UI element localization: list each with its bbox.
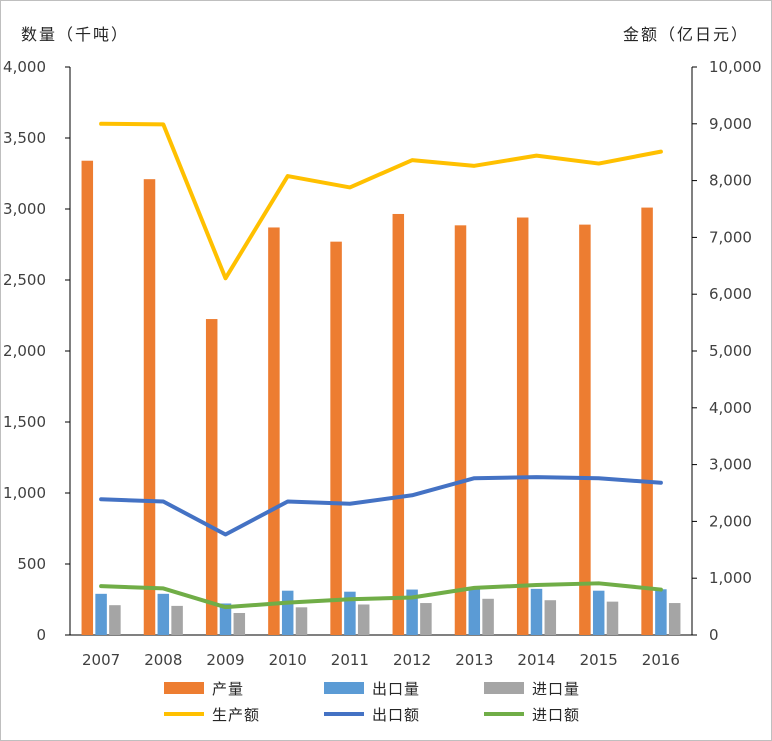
right-tick-label: 3,000 [709, 456, 752, 474]
right-tick-label: 7,000 [709, 228, 752, 246]
left-tick-label: 1,000 [3, 484, 46, 502]
x-tick-label: 2016 [642, 651, 680, 669]
bar-1 [641, 207, 653, 635]
right-tick-label: 0 [709, 626, 719, 644]
left-tick-label: 1,500 [3, 413, 46, 431]
bar-2 [95, 593, 107, 635]
x-tick-label: 2010 [269, 651, 307, 669]
x-tick-label: 2009 [206, 651, 244, 669]
bar-1 [205, 319, 218, 635]
left-tick-label: 3,000 [3, 200, 46, 218]
bar-3 [295, 607, 308, 635]
right-tick-label: 1,000 [709, 569, 752, 587]
left-axis-unit-label: 数量（千吨） [21, 25, 129, 44]
bar-2 [592, 590, 605, 635]
left-tick-label: 2,500 [3, 271, 46, 289]
bar-3 [233, 612, 246, 635]
axes: 0 500 1,000 1,500 2,000 2,500 3,000 3,500 4,000 0… [3, 58, 761, 669]
bar-2 [219, 603, 232, 635]
bar-3 [171, 605, 183, 635]
x-tick-label: 2012 [393, 651, 431, 669]
legend-bar-label: 出口量 [372, 680, 420, 698]
x-tick-label: 2013 [455, 651, 493, 669]
right-tick-label: 2,000 [709, 512, 752, 530]
bar-1 [81, 160, 94, 635]
right-tick-label: 6,000 [709, 285, 752, 303]
bar-1 [268, 227, 280, 635]
series-line-2 [99, 475, 663, 537]
bar-3 [544, 600, 557, 635]
legend-bar-swatch [164, 682, 204, 694]
legend-bar-swatch [484, 682, 524, 694]
series-line-3 [99, 581, 663, 610]
right-tick-label: 4,000 [709, 399, 752, 417]
left-tick-label: 3,500 [3, 129, 46, 147]
left-tick-label: 500 [17, 555, 46, 573]
bar-1 [516, 217, 529, 635]
series-line-1 [99, 121, 663, 281]
bar-3 [109, 605, 121, 635]
bar-2 [344, 591, 356, 635]
bar-3 [482, 598, 494, 635]
bar-2 [157, 593, 170, 635]
x-tick-label: 2008 [144, 651, 182, 669]
legend-bar-label: 产量 [212, 680, 244, 698]
legend-line-label: 出口额 [372, 706, 420, 724]
bar-2 [406, 589, 418, 635]
bar-1 [454, 225, 467, 635]
right-tick-label: 5,000 [709, 342, 752, 360]
bar-2 [281, 590, 294, 635]
legend-bar-label: 进口量 [532, 680, 580, 698]
right-tick-label: 9,000 [709, 115, 752, 133]
right-axis-unit-label: 金额（亿日元） [623, 25, 749, 44]
x-tick-label: 2007 [82, 651, 120, 669]
bar-1 [330, 241, 342, 635]
x-tick-label: 2011 [331, 651, 369, 669]
bar-2 [655, 589, 667, 635]
bar-layer [81, 160, 681, 635]
bar-1 [392, 213, 405, 635]
bar-1 [143, 179, 156, 635]
legend-line-label: 进口额 [532, 706, 580, 724]
line-layer [99, 121, 663, 610]
left-tick-label: 2,000 [3, 342, 46, 360]
right-tick-label: 10,000 [709, 58, 762, 76]
bar-2 [468, 588, 481, 635]
legend-bar-swatch [324, 682, 364, 694]
bar-3 [420, 603, 432, 635]
legend-line-label: 生产额 [212, 706, 260, 724]
bar-3 [606, 601, 619, 635]
bar-2 [530, 588, 543, 635]
left-tick-label: 4,000 [3, 58, 46, 76]
x-tick-label: 2014 [517, 651, 555, 669]
bar-1 [579, 224, 591, 635]
left-tick-label: 0 [36, 626, 46, 644]
bar-3 [668, 603, 681, 635]
bar-3 [357, 604, 370, 635]
x-tick-label: 2015 [580, 651, 618, 669]
right-tick-label: 8,000 [709, 172, 752, 190]
